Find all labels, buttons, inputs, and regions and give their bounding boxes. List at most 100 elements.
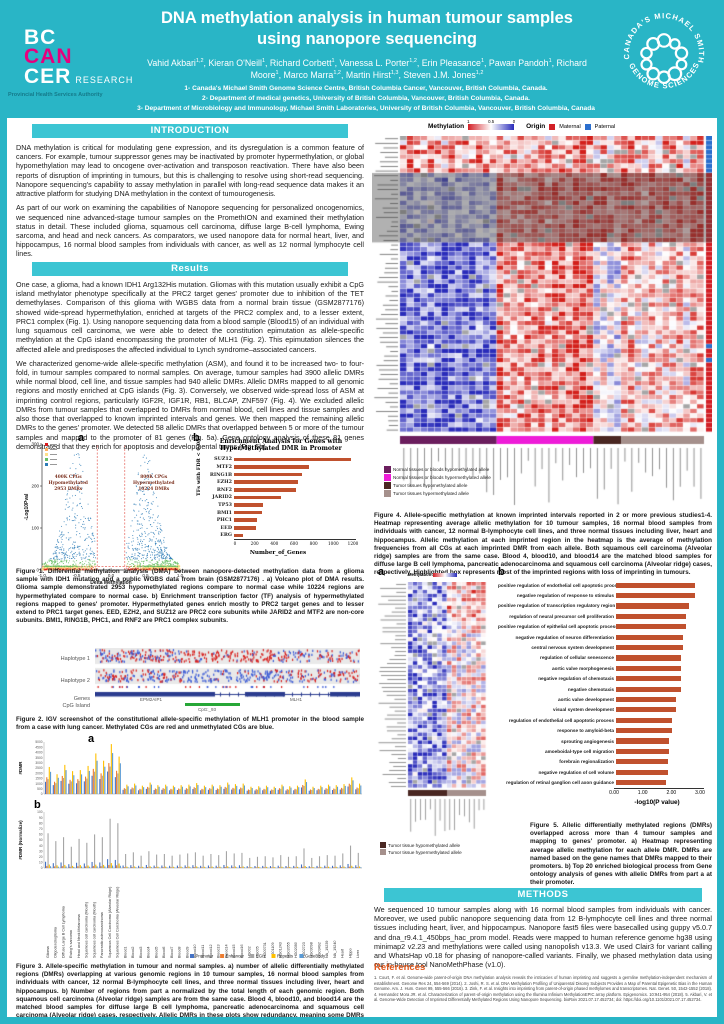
fig3-bar-charts: 0500100015002000250030003500400045005000… <box>18 740 362 959</box>
bar <box>63 777 65 794</box>
bar <box>109 818 111 868</box>
bar <box>154 867 156 868</box>
bar <box>196 783 198 794</box>
y-tick-label: 3000 <box>35 761 42 765</box>
bar <box>145 864 147 868</box>
bar <box>224 786 226 794</box>
bar <box>298 867 300 868</box>
go-term-label: forebrain regionalization <box>559 759 614 765</box>
bar <box>324 789 326 794</box>
bar <box>211 784 213 794</box>
affiliations: 1- Canada's Michael Smith Genome Science… <box>92 84 640 115</box>
category-label: Blood8 <box>178 947 182 958</box>
legend-label: Tumor tissue hypermethylated allele <box>388 849 462 855</box>
bar <box>185 788 187 794</box>
bar <box>308 790 310 794</box>
bar <box>207 865 209 868</box>
fig1-caption: Figure 1. Differential methylation analy… <box>16 568 364 625</box>
bar <box>141 785 143 794</box>
y-tick-label: 1500 <box>35 777 42 781</box>
logo-cer: CER RESEARCH <box>24 64 134 88</box>
fig2-track-genes: Genes <box>73 696 90 702</box>
bar <box>126 784 128 794</box>
bar <box>290 787 292 794</box>
bar <box>303 785 305 794</box>
go-bar-row: positive regulation of endothelial cell … <box>498 580 712 590</box>
bar <box>99 862 101 868</box>
category-label: Liver <box>356 949 360 958</box>
bar <box>116 770 118 794</box>
bar <box>52 863 54 868</box>
go-term-label: negative regulation of neuron differenti… <box>515 634 614 640</box>
bar <box>171 855 173 868</box>
bar <box>267 787 269 794</box>
bar <box>134 783 136 794</box>
bar <box>197 785 199 794</box>
category-label: Squamous cell carcinoma (Mouth) <box>85 902 89 958</box>
bar <box>327 866 330 868</box>
bar <box>308 866 310 868</box>
bar-row: JARID2 <box>212 494 362 502</box>
bar <box>77 866 79 868</box>
bar <box>77 779 79 794</box>
go-bar-row: amoeboidal-type cell migration <box>498 746 712 756</box>
bar <box>233 788 235 794</box>
bar <box>99 779 101 794</box>
bar-row: EZH2 <box>217 478 362 486</box>
bar <box>272 857 274 868</box>
bar <box>234 495 282 500</box>
bar <box>184 865 186 868</box>
bar <box>179 854 181 868</box>
logo-bc: BC <box>24 26 57 49</box>
bar <box>243 867 246 868</box>
bar <box>201 788 203 794</box>
bar <box>242 866 244 868</box>
bar <box>194 852 196 868</box>
bar <box>76 862 78 868</box>
y-tick-label: 10 <box>39 861 43 865</box>
bar <box>295 789 297 794</box>
x-tick-label: 600 <box>290 541 298 547</box>
series-swatch <box>190 954 194 958</box>
bar <box>352 866 354 868</box>
category-label: HG01109 <box>271 942 275 958</box>
methods-text: We sequenced 10 tumour samples along wit… <box>374 905 712 975</box>
bar <box>188 866 190 868</box>
fig1b-plot: SUZ12 MTF2 RING1B EZH2 RNF2 JARID2 TP53 BMI1 PHC… <box>196 438 362 556</box>
bar <box>262 865 264 868</box>
volcano-annotation-right: 10224 DMRs <box>138 487 169 492</box>
bar <box>165 866 167 868</box>
bar <box>234 503 263 507</box>
fig1b-title: Enrichment Analysis for Genes with Hyper… <box>219 438 343 453</box>
bar <box>348 783 350 794</box>
bar <box>236 867 238 868</box>
bar <box>45 781 47 794</box>
bar <box>209 788 211 794</box>
fig5-panel-a-label: a <box>378 566 385 578</box>
go-bar-row: visual system development <box>498 705 712 715</box>
gsc-ring-circle <box>674 46 689 60</box>
category-label: HG02723 <box>302 942 306 958</box>
bar <box>234 472 302 477</box>
go-bar-row: regulation of endothelial cell apoptotic… <box>498 715 712 725</box>
bar <box>259 787 261 794</box>
bar <box>278 867 281 868</box>
bar <box>149 782 151 794</box>
category-label: Glioma <box>46 945 50 958</box>
bar <box>234 480 298 484</box>
legend-label: Tumor tissue hypomethylated allele <box>388 842 461 848</box>
category-label: Blood12 <box>209 944 213 958</box>
category-label: Oligodendroglioma <box>54 926 58 958</box>
category-label: HG03492 <box>317 942 321 958</box>
bar <box>55 783 57 794</box>
x-tick-label: 0.5 <box>142 573 149 578</box>
bar <box>278 788 281 794</box>
bar <box>88 770 90 794</box>
bar <box>234 784 236 794</box>
bar <box>329 786 331 794</box>
category-label: Blood6 <box>162 947 166 958</box>
gsc-logo-ring <box>640 33 689 85</box>
bar <box>139 867 141 868</box>
go-bar <box>616 748 670 755</box>
bar <box>357 852 359 868</box>
